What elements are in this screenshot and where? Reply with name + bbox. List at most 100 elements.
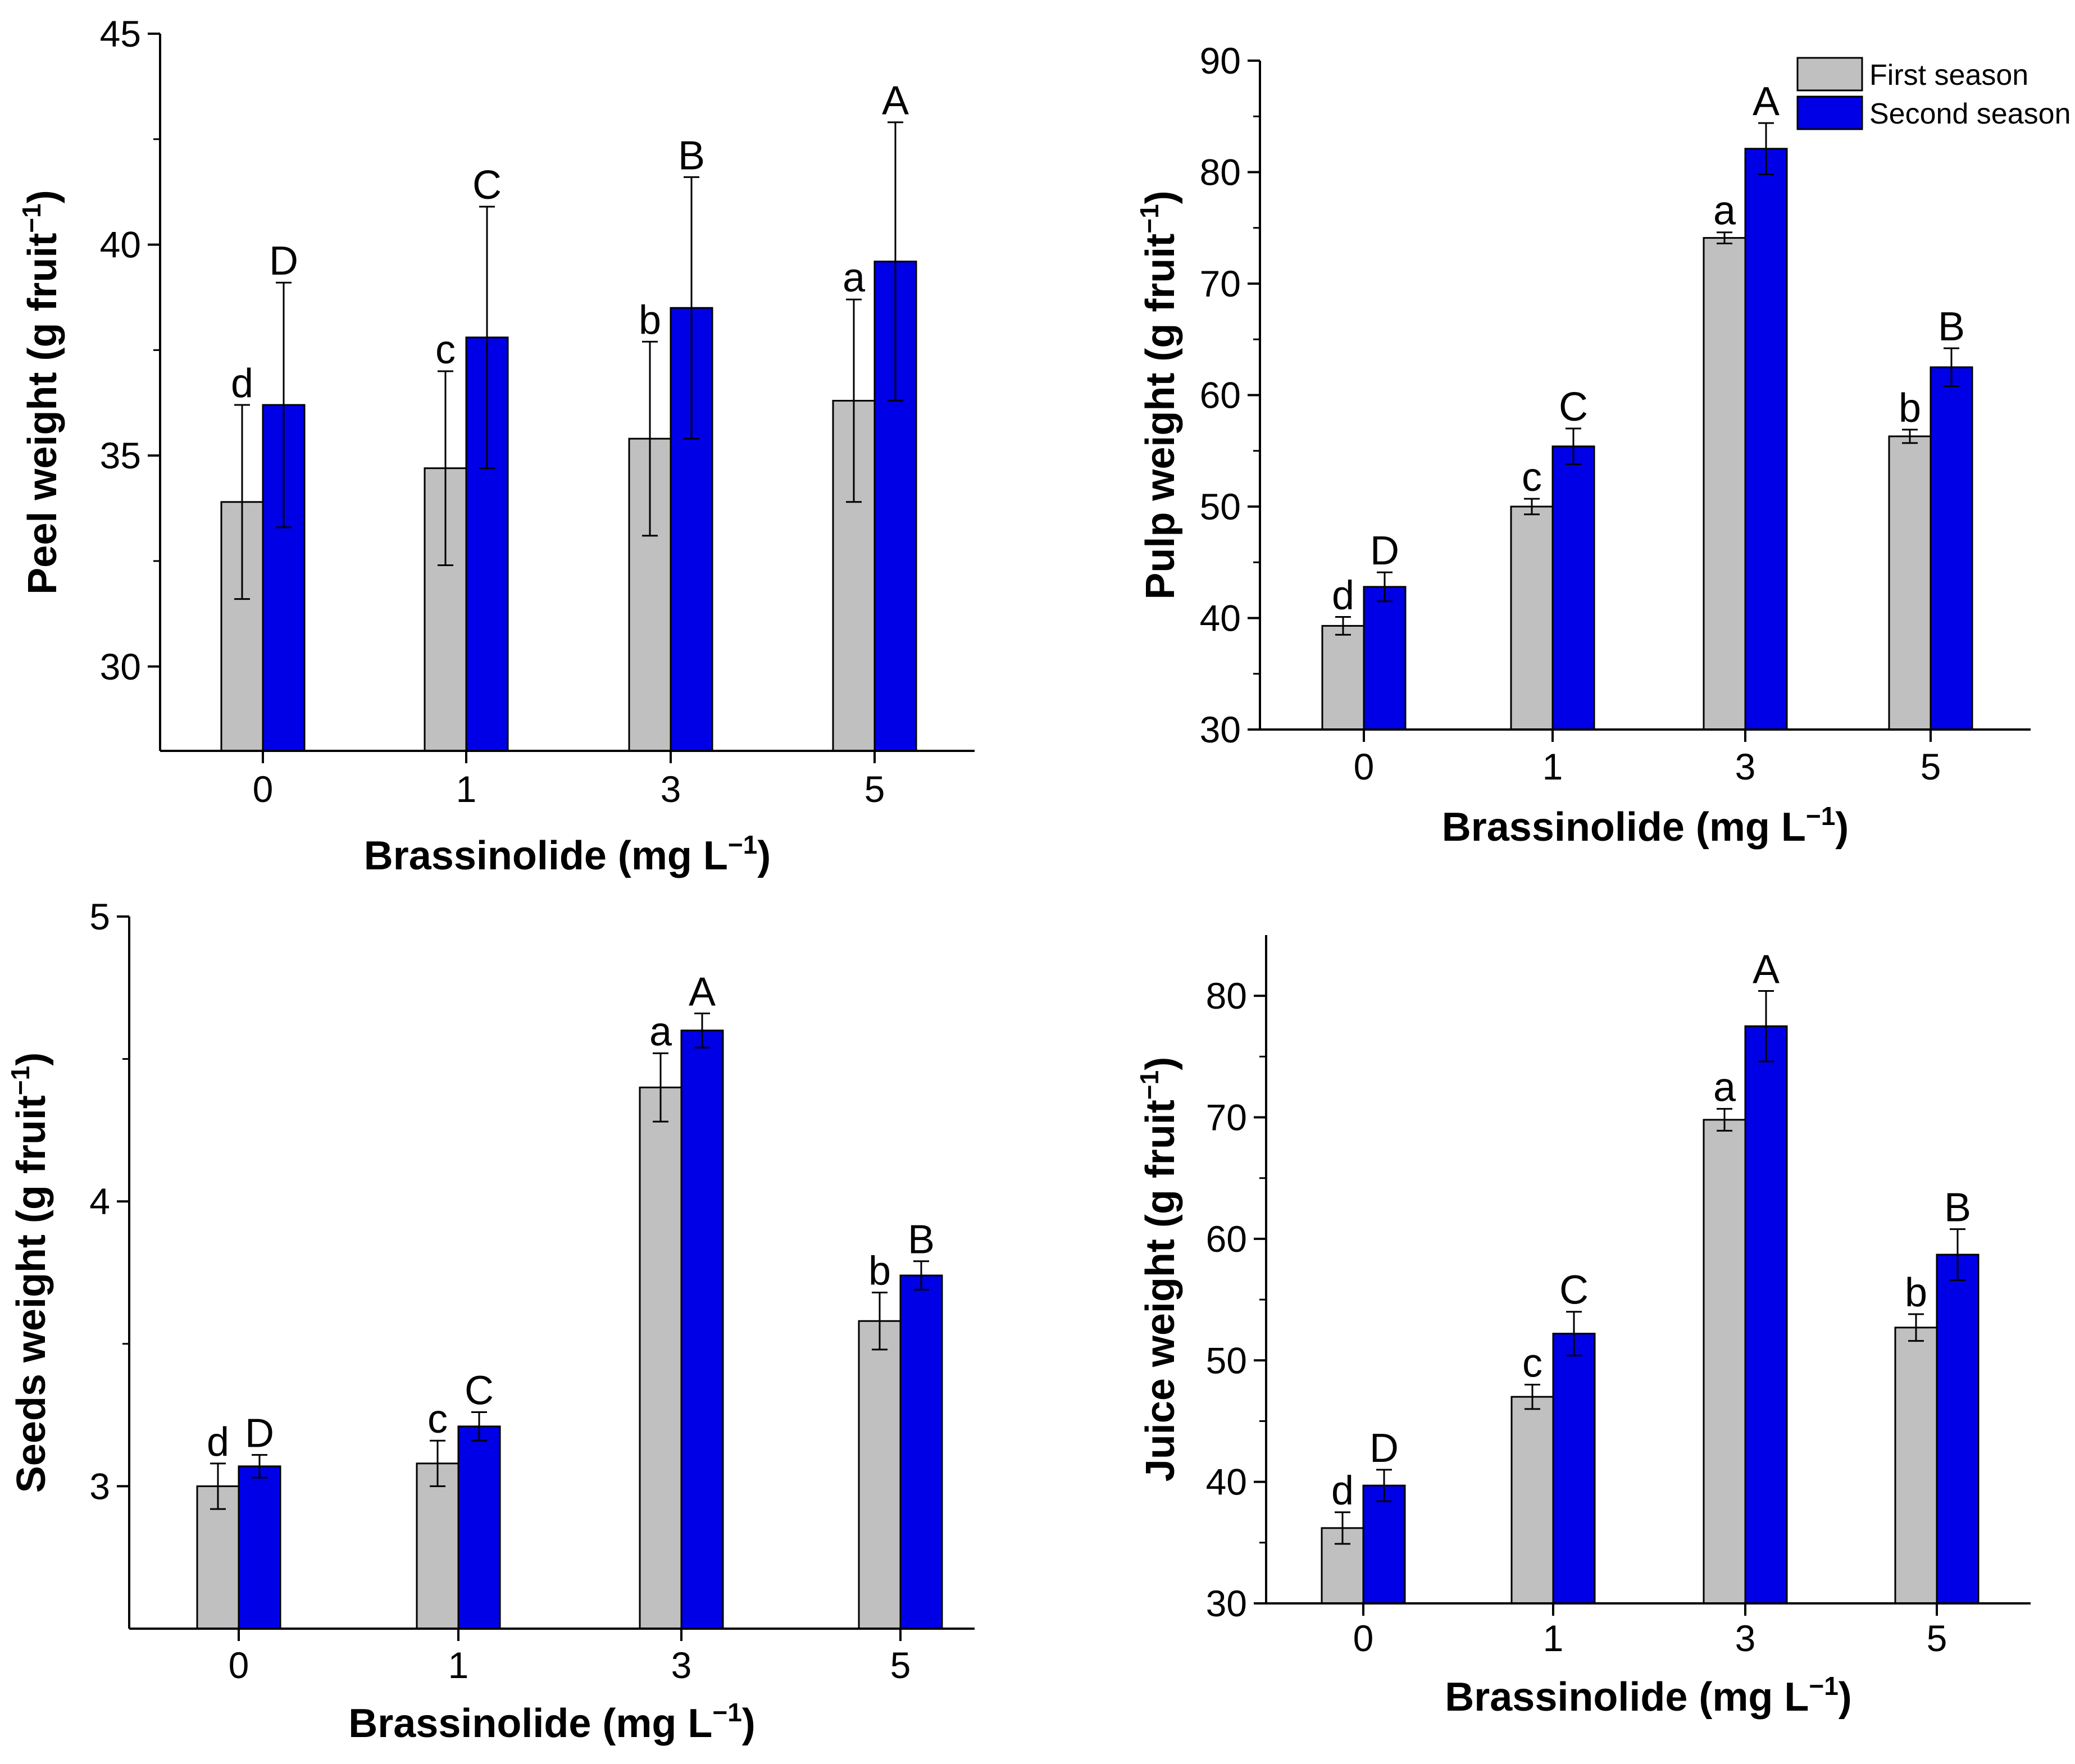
significance-letter-seeds-s1-3: a: [649, 1009, 672, 1054]
error-bar-seeds-s1-1: [430, 1439, 445, 1487]
x-tick-label-pulp-5: 5: [1921, 746, 1941, 787]
bar-seeds-s1-3: [639, 1086, 682, 1630]
x-tick-label-peel-3: 3: [661, 768, 681, 810]
y-tick-label-peel: 30: [100, 646, 141, 687]
x-tick-label-pulp-1: 1: [1542, 746, 1563, 787]
bar-juice-s2-0: [1362, 1484, 1406, 1605]
bar-seeds-s2-3: [680, 1029, 724, 1630]
error-bar-peel-s2-0: [276, 281, 292, 528]
error-bar-pulp-s2-3: [1758, 122, 1774, 175]
bar-pulp-s2-1: [1551, 445, 1595, 731]
error-bar-seeds-s2-5: [913, 1260, 929, 1291]
x-axis-title-juice: Brassinolide (mg L−1): [1445, 1671, 1852, 1720]
bar-pulp-s2-5: [1930, 366, 1973, 731]
error-bar-pulp-s2-0: [1377, 571, 1393, 603]
error-bar-juice-s2-5: [1950, 1228, 1965, 1281]
significance-letter-seeds-s1-1: c: [427, 1397, 448, 1442]
significance-letter-juice-s2-5: B: [1944, 1186, 1971, 1230]
significance-letter-seeds-s2-3: A: [689, 969, 716, 1014]
x-tick-label-seeds-0: 0: [229, 1644, 249, 1686]
significance-letter-peel-s1-1: c: [435, 327, 456, 372]
error-bar-pulp-s2-5: [1944, 347, 1959, 388]
error-bar-juice-s1-0: [1335, 1511, 1350, 1545]
significance-letter-pulp-s2-5: B: [1938, 304, 1965, 349]
y-tick-label-peel: 45: [100, 13, 141, 54]
significance-letter-seeds-s2-1: C: [465, 1369, 494, 1414]
y-tick-label-juice: 70: [1206, 1097, 1247, 1138]
bar-seeds-s1-5: [858, 1320, 902, 1630]
bar-pulp-s1-3: [1703, 237, 1746, 731]
significance-letter-seeds-s2-0: D: [245, 1411, 274, 1456]
error-bar-seeds-s2-0: [252, 1454, 267, 1479]
error-bar-seeds-s1-5: [872, 1292, 888, 1351]
error-bar-juice-s2-0: [1376, 1469, 1392, 1502]
y-axis-title-peel: Peel weight (g fruit−1): [17, 190, 65, 594]
significance-letter-seeds-s1-0: d: [207, 1420, 229, 1465]
significance-letter-peel-s2-0: D: [269, 239, 298, 284]
error-bar-seeds-s2-1: [471, 1411, 487, 1442]
error-bar-peel-s1-5: [846, 298, 862, 503]
bar-seeds-s1-0: [196, 1485, 240, 1630]
x-tick-label-juice-5: 5: [1927, 1617, 1947, 1659]
x-tick-label-juice-3: 3: [1735, 1617, 1756, 1659]
bar-seeds-s2-1: [457, 1425, 501, 1630]
error-bar-peel-s1-3: [642, 340, 658, 537]
significance-letter-pulp-s2-1: C: [1559, 385, 1588, 430]
x-tick-label-peel-5: 5: [864, 768, 885, 810]
error-bar-pulp-s1-1: [1524, 498, 1540, 516]
bar-juice-s2-5: [1936, 1254, 1980, 1605]
y-tick-label-pulp: 80: [1200, 152, 1241, 193]
error-bar-peel-s2-3: [684, 176, 699, 440]
x-tick-label-pulp-3: 3: [1735, 746, 1756, 787]
y-axis-title-seeds: Seeds weight (g fruit−1): [6, 1052, 54, 1493]
x-tick-label-seeds-1: 1: [448, 1644, 469, 1686]
significance-letter-pulp-s1-1: c: [1522, 455, 1542, 500]
error-bar-juice-s2-3: [1758, 990, 1774, 1063]
y-tick-label-seeds: 3: [89, 1465, 110, 1507]
y-tick-label-juice: 40: [1206, 1461, 1247, 1503]
error-bar-peel-s2-1: [479, 206, 495, 470]
bar-juice-s2-1: [1552, 1333, 1596, 1605]
error-bar-peel-s1-0: [234, 404, 250, 600]
significance-letter-pulp-s2-0: D: [1370, 528, 1399, 573]
significance-letter-juice-s1-3: a: [1713, 1065, 1736, 1110]
legend-label-first: First season: [1869, 59, 2028, 92]
y-tick-label-pulp: 40: [1200, 598, 1241, 639]
y-axis-title-pulp: Pulp weight (g fruit−1): [1135, 190, 1183, 599]
x-tick-label-pulp-0: 0: [1354, 746, 1375, 787]
legend: First season Second season: [1796, 57, 2071, 130]
significance-letter-peel-s2-1: C: [472, 163, 502, 208]
y-tick-label-pulp: 60: [1200, 375, 1241, 416]
significance-letter-pulp-s1-0: d: [1332, 573, 1354, 618]
bar-juice-s1-5: [1894, 1327, 1938, 1605]
bar-pulp-s1-1: [1510, 505, 1554, 731]
error-bar-juice-s1-1: [1525, 1384, 1540, 1410]
legend-swatch-second: [1796, 95, 1863, 130]
significance-letter-pulp-s1-3: a: [1713, 189, 1736, 234]
y-tick-label-pulp: 70: [1200, 263, 1241, 304]
legend-swatch-first: [1796, 57, 1863, 92]
significance-letter-juice-s1-1: c: [1522, 1341, 1542, 1386]
significance-letter-seeds-s1-5: b: [868, 1249, 891, 1294]
significance-letter-juice-s2-0: D: [1369, 1426, 1399, 1471]
x-axis-title-peel: Brassinolide (mg L−1): [364, 830, 771, 878]
y-tick-label-peel: 40: [100, 224, 141, 266]
error-bar-pulp-s1-3: [1717, 231, 1732, 245]
bar-juice-s2-3: [1744, 1025, 1788, 1605]
significance-letter-juice-s2-3: A: [1753, 947, 1780, 992]
significance-letter-peel-s1-0: d: [231, 361, 253, 406]
error-bar-juice-s1-5: [1908, 1313, 1924, 1342]
error-bar-seeds-s2-3: [694, 1012, 710, 1049]
error-bar-pulp-s1-5: [1902, 429, 1918, 444]
chart-pulp: d c a b D C A B 30 40 50 60 70 80 90 0 1 3 5 Brassinolide (…: [1135, 40, 2071, 850]
y-tick-label-seeds: 4: [89, 1180, 110, 1222]
x-tick-label-peel-0: 0: [253, 768, 274, 810]
y-tick-label-seeds: 5: [89, 896, 110, 937]
bar-seeds-s2-0: [238, 1465, 281, 1630]
significance-letter-peel-s2-5: A: [882, 79, 909, 124]
y-tick-label-juice: 50: [1206, 1339, 1247, 1381]
y-tick-label-juice: 30: [1206, 1583, 1247, 1624]
error-bar-peel-s1-1: [438, 370, 453, 566]
x-tick-label-juice-0: 0: [1353, 1617, 1374, 1659]
